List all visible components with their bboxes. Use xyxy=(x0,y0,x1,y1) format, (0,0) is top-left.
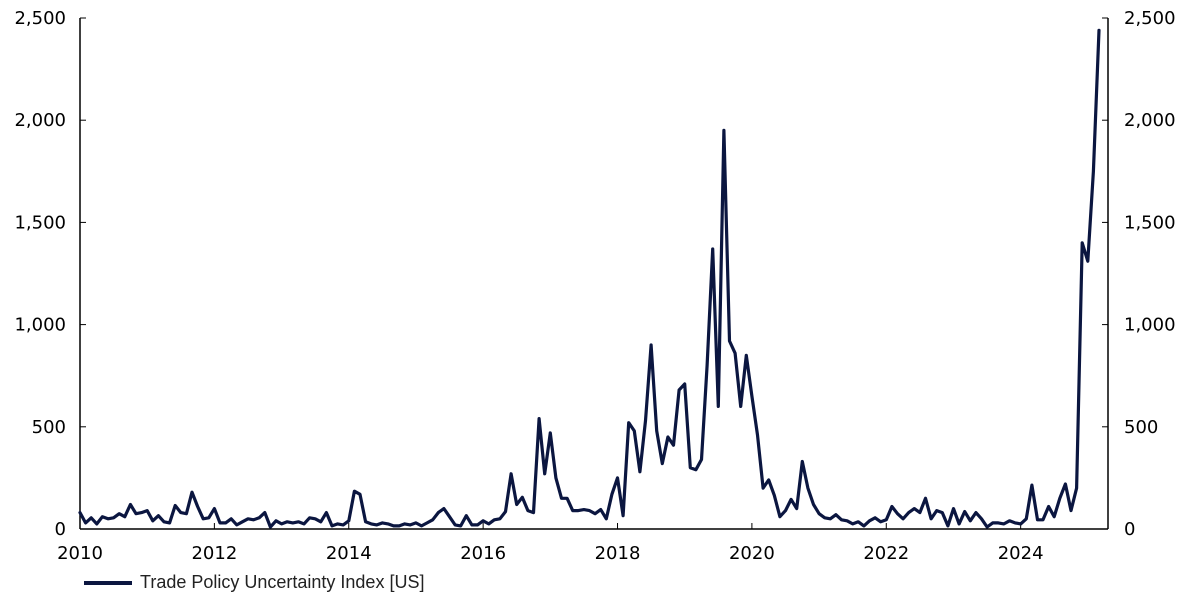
y-tick-label-left: 2,000 xyxy=(14,110,66,131)
series-line xyxy=(78,28,1101,529)
x-tick-label: 2016 xyxy=(460,543,506,564)
y-tick-label-left: 1,500 xyxy=(14,212,66,233)
y-tick-label-left: 0 xyxy=(55,519,66,540)
chart-tick-labels: 0 500 1,000 1,500 2,000 2,500 0 500 1,000 1,500 2,… xyxy=(14,8,1175,564)
x-tick-label: 2018 xyxy=(595,543,641,564)
y-tick-label-right: 1,500 xyxy=(1124,212,1176,233)
x-tick-label: 2022 xyxy=(863,543,909,564)
chart-series-layer xyxy=(78,28,1101,529)
y-tick-label-right: 1,000 xyxy=(1124,315,1176,336)
y-tick-label-left: 500 xyxy=(32,417,66,438)
y-tick-label-right: 2,000 xyxy=(1124,110,1176,131)
x-tick-label: 2014 xyxy=(326,543,372,564)
y-tick-label-right: 0 xyxy=(1124,519,1135,540)
legend-swatch xyxy=(84,580,132,585)
x-tick-label: 2020 xyxy=(729,543,775,564)
chart-legend: Trade Policy Uncertainty Index [US] xyxy=(84,572,424,593)
legend-label: Trade Policy Uncertainty Index [US] xyxy=(140,572,425,592)
y-tick-label-right: 500 xyxy=(1124,417,1158,438)
x-tick-label: 2010 xyxy=(57,543,103,564)
chart-axes xyxy=(79,17,1109,530)
y-tick-label-right: 2,500 xyxy=(1124,8,1176,29)
y-tick-label-left: 2,500 xyxy=(14,8,66,29)
x-tick-label: 2024 xyxy=(998,543,1044,564)
x-tick-label: 2012 xyxy=(191,543,237,564)
y-tick-label-left: 1,000 xyxy=(14,315,66,336)
